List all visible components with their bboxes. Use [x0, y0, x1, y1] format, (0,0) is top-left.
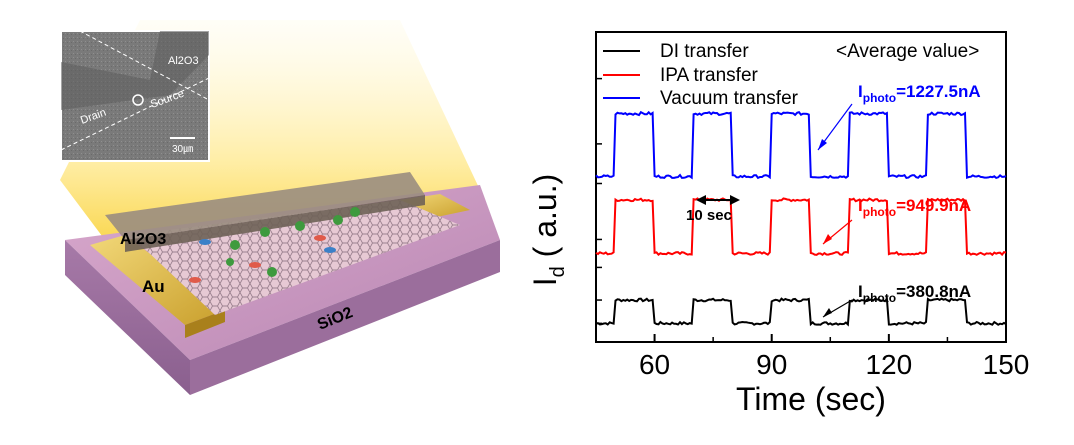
au-electrode-left: [90, 235, 225, 325]
ipa-photocurrent-i: I: [858, 196, 863, 215]
inset-scale-label: 30㎛: [172, 144, 193, 155]
average-value-title: <Average value>: [836, 41, 979, 62]
device-illustration: Al2O3 Drain Source 30㎛ Al2O3 Au SiO2: [60, 20, 500, 395]
di-photocurrent-value: =380.8nA: [896, 282, 971, 301]
legend-label-ipa: IPA transfer: [660, 65, 759, 86]
y-axis-label-main: I: [527, 277, 563, 286]
ipa-photocurrent-sub: photo: [863, 205, 896, 219]
vacuum-photocurrent-sub: photo: [863, 91, 896, 105]
y-axis-label-sub: d: [547, 266, 569, 277]
au-electrode-left-front: [185, 310, 225, 338]
series-line-ipa-transfer: [595, 197, 1007, 257]
plot-frame: [595, 31, 1007, 343]
x-ticks: 60 90 120 150: [595, 77, 1030, 380]
di-photocurrent-label: Iphoto=380.8nA: [858, 282, 971, 305]
y-axis-label-rest: ( a.u.): [527, 174, 563, 266]
ipa-photocurrent-value: =949.9nA: [896, 196, 971, 215]
x-tick-label: 150: [983, 349, 1030, 380]
series-line-di-transfer: [595, 296, 1007, 327]
adsorbed-molecules: [189, 207, 360, 283]
x-tick-label: 120: [865, 349, 912, 380]
au-electrode-label: Au: [142, 277, 165, 296]
al2o3-layer: [105, 172, 425, 240]
sem-inset: Al2O3 Drain Source 30㎛: [60, 30, 210, 162]
ipa-photocurrent-label: Iphoto=949.9nA: [858, 196, 971, 219]
legend-label-vacuum: Vacuum transfer: [660, 88, 799, 109]
series-line-vacuum-transfer: [595, 110, 1007, 180]
x-tick-label: 90: [756, 349, 787, 380]
legend-label-di: DI transfer: [660, 41, 749, 62]
series-layer: [595, 110, 1007, 327]
sio2-substrate-side: [190, 240, 500, 395]
inset-al2o3-label: Al2O3: [168, 55, 199, 67]
y-axis-label: Id ( a.u.): [527, 174, 569, 286]
sio2-substrate-front: [65, 240, 190, 395]
di-photocurrent-i: I: [858, 282, 863, 301]
vacuum-photocurrent-value: =1227.5nA: [896, 82, 981, 101]
interval-label: 10 sec: [686, 207, 732, 224]
vacuum-photocurrent-i: I: [858, 82, 863, 101]
vacuum-photocurrent-label: Iphoto=1227.5nA: [858, 82, 981, 105]
x-axis-label: Time (sec): [736, 381, 886, 417]
al2o3-layer-label: Al2O3: [120, 231, 166, 248]
x-tick-label: 60: [639, 349, 670, 380]
di-photocurrent-sub: photo: [863, 291, 896, 305]
legend: DI transfer IPA transfer Vacuum transfer: [603, 41, 799, 109]
